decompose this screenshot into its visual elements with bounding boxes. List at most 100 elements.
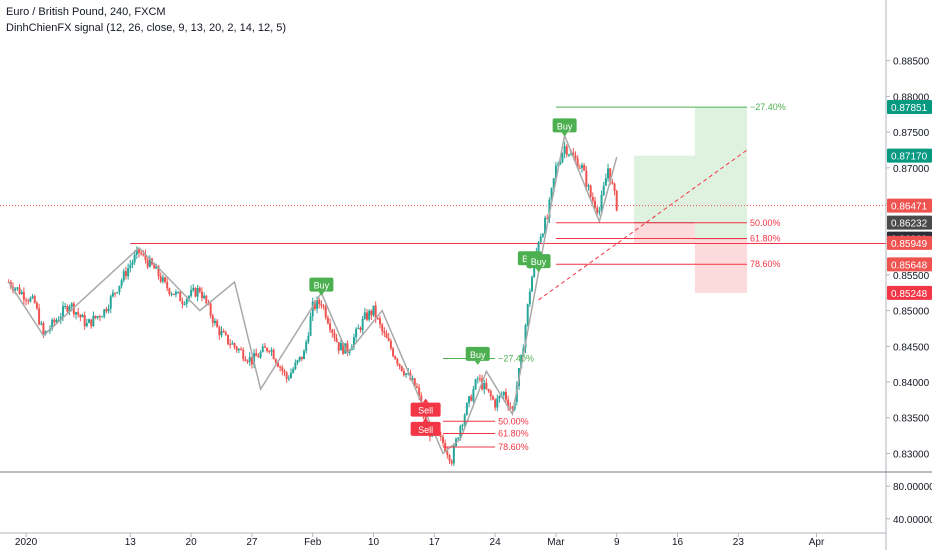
candle-body (498, 395, 501, 399)
candle-body (263, 346, 266, 348)
candle-body (172, 293, 175, 295)
price-label-text: 0.86471 (891, 202, 928, 213)
candle-body (524, 325, 527, 349)
candle-body (14, 288, 17, 291)
candle-body (166, 281, 169, 289)
candle-body (111, 292, 114, 297)
candle-body (331, 329, 334, 333)
candle-body (615, 190, 618, 211)
price-label-text: 0.85248 (891, 289, 928, 300)
candle-body (22, 292, 25, 300)
candle-body (333, 332, 336, 339)
candle-body (66, 306, 69, 312)
candle-body (246, 360, 249, 362)
candle-body (298, 356, 301, 361)
price-label-text: 0.87851 (891, 103, 928, 114)
candle-body (389, 340, 392, 349)
candle-body (88, 319, 91, 324)
candle-body (478, 378, 481, 380)
candle-body (198, 287, 201, 292)
price-tick-label: 0.83500 (893, 414, 930, 425)
signal-text: Sell (418, 406, 433, 416)
signal-pointer (422, 417, 429, 422)
candle-body (29, 297, 32, 302)
fib-levels: −27.40% 50.00% 61.80% 78.60% −27.40% 50.00% 61… (443, 102, 786, 452)
candle-body (394, 356, 397, 360)
price-tick-label: 0.87500 (893, 128, 930, 139)
time-tick-label: Apr (809, 537, 825, 548)
level-label: −27.40% (498, 353, 534, 363)
level-label: −27.40% (750, 102, 786, 112)
candle-body (190, 290, 193, 296)
candle-body (320, 304, 323, 306)
candle-body (27, 300, 30, 302)
symbol-title: Euro / British Pound, 240, FXCM (6, 6, 166, 18)
candle-body (127, 268, 130, 277)
candle-body (309, 316, 312, 336)
candle-body (415, 386, 418, 388)
candle-body (496, 398, 499, 408)
candle-body (474, 379, 477, 390)
candle-body (42, 323, 45, 335)
candle-body (248, 356, 251, 362)
price-tick-label: 0.84000 (893, 378, 930, 389)
price-label-box (887, 215, 932, 230)
candle-body (270, 349, 273, 352)
candle-body (376, 318, 379, 320)
signal-labels: BuySellSellBuyBuyBuyBuy (309, 118, 577, 436)
candle-body (94, 315, 97, 318)
candle-body (594, 200, 597, 208)
price-label-text: 0.85648 (891, 260, 928, 271)
candle-body (561, 153, 564, 162)
candle-body (465, 403, 468, 415)
price-tick-label: 0.88000 (893, 92, 930, 103)
candle-body (137, 249, 140, 253)
candle-body (222, 330, 225, 333)
candle-body (203, 295, 206, 298)
candle-body (450, 460, 453, 464)
candle-body (459, 426, 462, 438)
trend-line (538, 149, 748, 301)
candle-body (372, 305, 375, 316)
candle-body (161, 277, 164, 282)
candle-body (392, 348, 395, 357)
horizontal-lines (0, 149, 932, 301)
signal-pointer (422, 398, 429, 403)
candle-body (276, 362, 279, 367)
signal-pointer (535, 268, 542, 273)
candle-body (361, 318, 364, 331)
time-tick-label: 17 (429, 537, 441, 548)
price-label-box (887, 100, 932, 115)
level-label: 61.80% (498, 428, 529, 438)
candle-body (35, 302, 38, 309)
candle-body (296, 360, 299, 363)
candle-body (292, 369, 295, 373)
candle-body (90, 319, 93, 327)
candle-body (40, 323, 43, 325)
candle-body (400, 366, 403, 371)
price-tick-label: 0.83000 (893, 449, 930, 460)
price-label-text: 0.86232 (891, 219, 928, 230)
candle-body (114, 292, 117, 294)
candle-body (216, 320, 219, 328)
candle-body (159, 276, 162, 282)
candle-body (322, 305, 325, 307)
candle-body (185, 299, 188, 304)
level-label: 78.60% (498, 442, 529, 452)
candle-body (257, 356, 260, 358)
candle-body (129, 264, 132, 269)
candle-body (81, 315, 84, 318)
candle-body (285, 372, 288, 379)
candle-body (368, 310, 371, 320)
candle-body (318, 299, 321, 305)
candle-body (218, 327, 221, 336)
candle-body (526, 304, 529, 326)
candle-body (559, 161, 562, 165)
candle-body (220, 330, 223, 336)
candle-body (266, 347, 269, 352)
candle-body (531, 276, 534, 292)
candle-body (554, 165, 557, 179)
candle-body (537, 242, 540, 252)
